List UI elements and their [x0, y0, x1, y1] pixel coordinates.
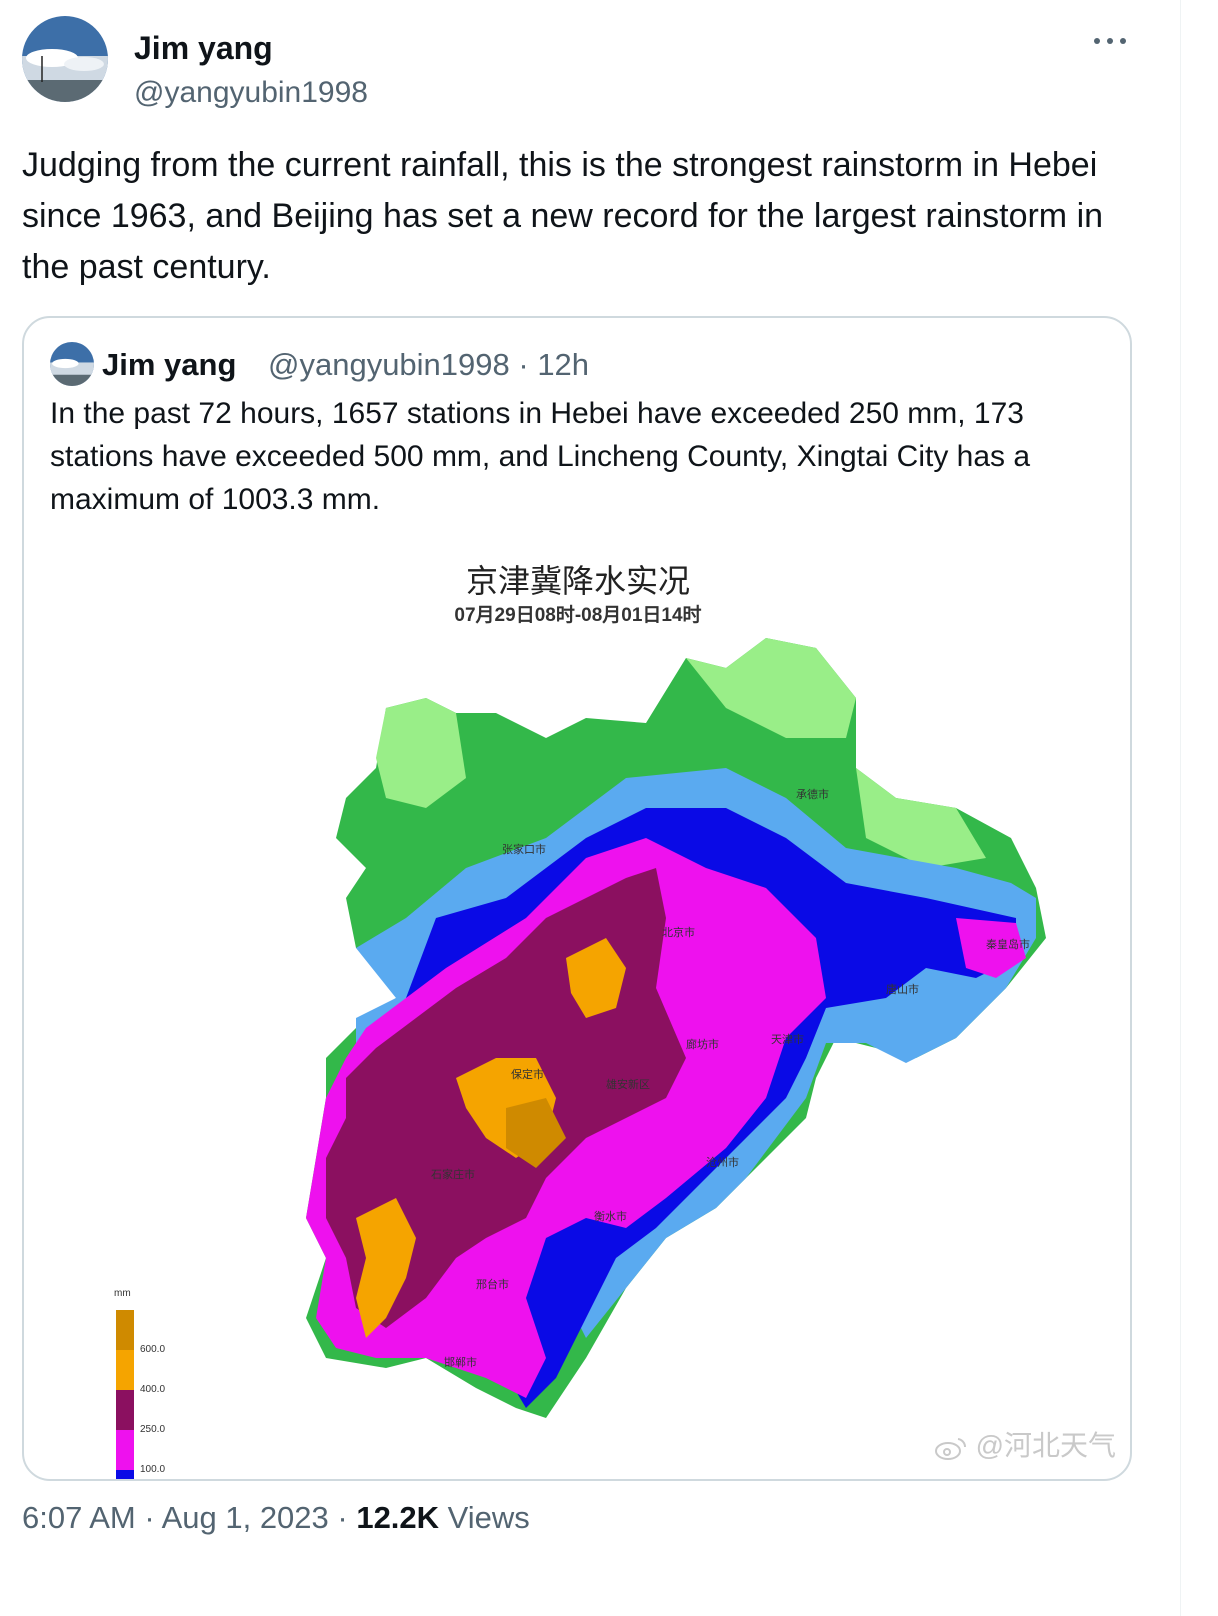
- map-city-label: 北京市: [662, 925, 695, 939]
- more-dot-icon: [1120, 38, 1126, 44]
- weibo-logo-icon: [934, 1437, 966, 1460]
- views-count[interactable]: 12.2K: [356, 1500, 440, 1535]
- legend-label: 250.0: [140, 1424, 166, 1435]
- avatar-sky-photo-icon: [22, 16, 108, 102]
- map-city-label: 承德市: [796, 787, 829, 801]
- map-city-label: 石家庄市: [431, 1167, 475, 1181]
- legend-label: 600.0: [140, 1344, 166, 1355]
- display-name[interactable]: Jim yang: [134, 30, 273, 66]
- map-city-label: 唐山市: [886, 982, 919, 996]
- map-title: 京津冀降水实况: [465, 563, 690, 599]
- quoted-display-name: Jim yang: [102, 347, 237, 382]
- more-dot-icon: [1107, 38, 1113, 44]
- rainfall-map-graphic: 承德市 张家口市 北京市 秦皇岛市 唐山市 廊坊市 天津市 保定市 雄安新区 石…: [306, 638, 1046, 1418]
- quoted-tweet-text: In the past 72 hours, 1657 stations in H…: [50, 397, 1031, 516]
- map-city-label: 沧州市: [706, 1155, 739, 1169]
- legend-color-swatch: [116, 1310, 134, 1350]
- tweet-header: Jim yang @yangyubin1998: [22, 16, 1142, 109]
- quoted-tweet-card[interactable]: Jim yang @yangyubin1998 · 12h In the pas…: [22, 316, 1132, 1481]
- avatar-sky-photo-icon: [50, 342, 94, 386]
- legend-label: 400.0: [140, 1384, 166, 1395]
- tweet-text: Judging from the current rainfall, this …: [22, 146, 1104, 286]
- legend-label: 100.0: [140, 1464, 166, 1475]
- map-subtitle: 07月29日08时-08月01日14时: [454, 605, 702, 626]
- map-city-label: 秦皇岛市: [986, 937, 1030, 951]
- avatar[interactable]: [22, 16, 108, 102]
- map-city-label: 邢台市: [476, 1277, 509, 1291]
- tweet-meta: 6:07 AM · Aug 1, 2023 · 12.2K Views: [22, 1500, 530, 1536]
- map-city-label: 雄安新区: [606, 1077, 650, 1091]
- map-city-label: 保定市: [511, 1067, 544, 1081]
- legend-color-swatch: [116, 1470, 134, 1479]
- more-options-button[interactable]: [1090, 26, 1130, 54]
- user-handle[interactable]: @yangyubin1998: [134, 76, 368, 109]
- legend-color-swatch: [116, 1430, 134, 1470]
- legend-color-swatch: [116, 1390, 134, 1430]
- map-city-label: 天津市: [771, 1032, 804, 1046]
- right-column-divider: [1180, 0, 1181, 1616]
- map-city-label: 邯郸市: [444, 1355, 477, 1369]
- weibo-watermark: @河北天气: [934, 1424, 1116, 1464]
- views-label: Views: [439, 1500, 530, 1535]
- quoted-avatar: [50, 342, 94, 386]
- legend-color-swatch: [116, 1350, 134, 1390]
- legend-color-bar: [116, 1310, 134, 1479]
- watermark-text: @河北天气: [975, 1430, 1116, 1461]
- map-city-label: 廊坊市: [686, 1037, 719, 1051]
- tweet-timestamp[interactable]: 6:07 AM · Aug 1, 2023 ·: [22, 1500, 357, 1535]
- rainfall-map-image: 承德市 张家口市 北京市 秦皇岛市 唐山市 廊坊市 天津市 保定市 雄安新区 石…: [26, 538, 1130, 1479]
- legend-unit: mm: [114, 1288, 131, 1299]
- more-dot-icon: [1094, 38, 1100, 44]
- map-city-label: 衡水市: [594, 1209, 627, 1223]
- map-city-label: 张家口市: [502, 842, 546, 856]
- quoted-handle-time: @yangyubin1998 · 12h: [268, 347, 590, 382]
